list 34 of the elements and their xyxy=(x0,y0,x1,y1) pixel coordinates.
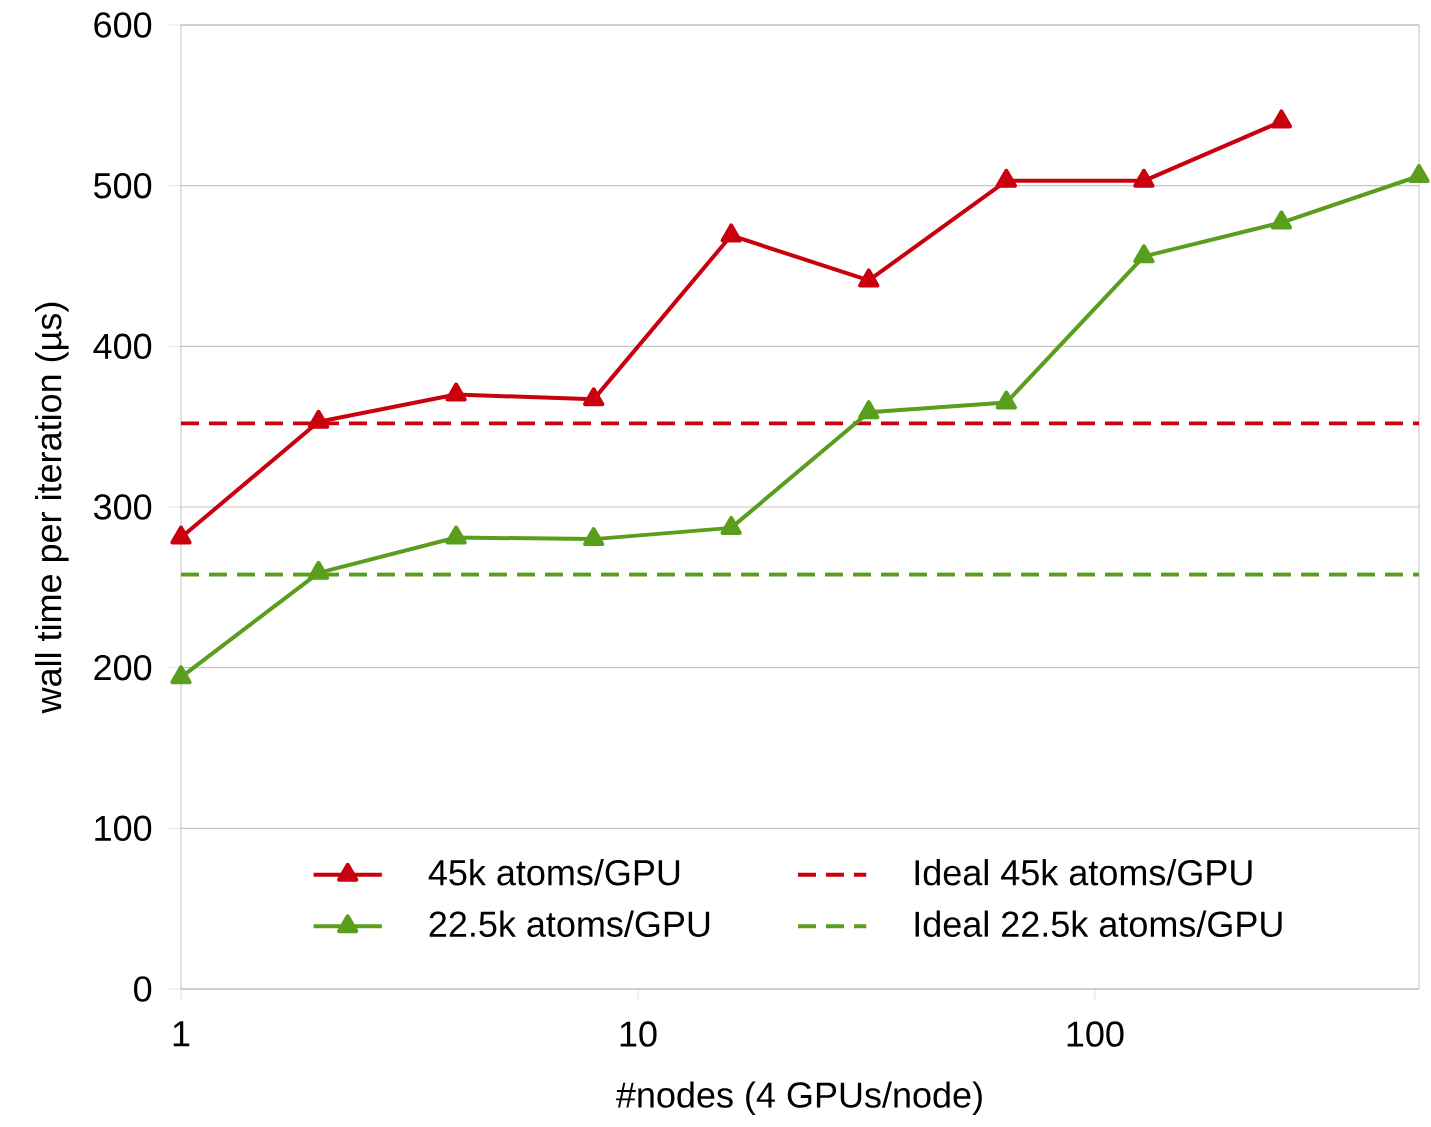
point xyxy=(445,382,467,402)
point xyxy=(170,525,192,545)
point xyxy=(583,527,605,547)
x-tick-label: 100 xyxy=(1067,1021,1124,1047)
x-axis-title: #nodes (4 GPUs/node) xyxy=(616,1081,982,1115)
point xyxy=(1270,210,1293,230)
point xyxy=(1133,168,1155,188)
legend-label: 22.5k atoms/GPU xyxy=(429,910,710,938)
point xyxy=(1270,109,1293,129)
point xyxy=(445,525,467,545)
point xyxy=(307,560,330,580)
x-tick-label: 10 xyxy=(620,1021,657,1047)
y-tick-label: 600 xyxy=(94,12,152,38)
point xyxy=(720,223,742,243)
point xyxy=(170,665,192,685)
y-tick-label: 400 xyxy=(93,333,152,360)
legend-label: Ideal 45k atoms/GPU xyxy=(915,859,1252,886)
y-tick-label: 0 xyxy=(134,976,152,1002)
y-tick-label: 200 xyxy=(94,654,152,681)
point xyxy=(858,400,880,420)
legend-label: 45k atoms/GPU xyxy=(428,859,680,886)
point xyxy=(858,268,880,288)
point xyxy=(720,515,742,535)
point xyxy=(1133,244,1155,264)
y-tick-label: 300 xyxy=(93,494,152,520)
point xyxy=(995,390,1017,410)
y-tick-label: 100 xyxy=(95,815,152,842)
y-axis-title: wall time per iteration (µs) xyxy=(35,302,69,714)
x-tick-label: 1 xyxy=(173,1021,190,1047)
y-tick-label: 500 xyxy=(94,172,152,199)
legend-label: Ideal 22.5k atoms/GPU xyxy=(915,910,1282,938)
point xyxy=(583,387,605,407)
point xyxy=(995,168,1017,188)
point xyxy=(307,409,330,429)
